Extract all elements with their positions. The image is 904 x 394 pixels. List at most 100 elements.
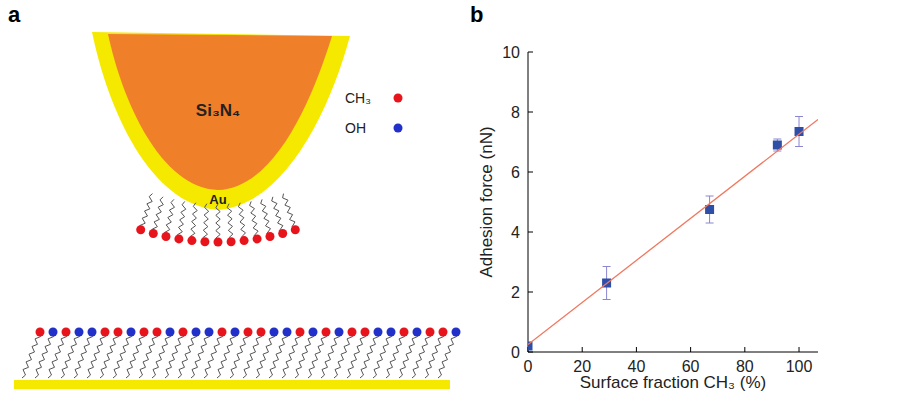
head-group bbox=[244, 328, 253, 337]
alkyl-chain bbox=[238, 203, 245, 241]
figure: aSi₃N₄AuCH₃OHb0246810020406080100Surface… bbox=[0, 0, 904, 394]
ch3-head bbox=[149, 229, 158, 238]
alkyl-chain bbox=[139, 332, 158, 378]
head-group bbox=[231, 328, 240, 337]
alkyl-chain bbox=[295, 332, 314, 378]
chart-panel: b0246810020406080100Surface fraction CH₃… bbox=[470, 2, 818, 392]
ch3-head bbox=[187, 236, 196, 245]
y-tick-label: 2 bbox=[511, 284, 520, 301]
head-group bbox=[153, 328, 162, 337]
tip-label: Si₃N₄ bbox=[196, 101, 240, 120]
head-group bbox=[270, 328, 279, 337]
alkyl-chain bbox=[126, 332, 145, 378]
alkyl-chain bbox=[230, 332, 249, 378]
alkyl-chain bbox=[386, 332, 405, 378]
head-group bbox=[192, 328, 201, 337]
ch3-head bbox=[136, 225, 145, 234]
alkyl-chain bbox=[321, 332, 340, 378]
x-axis bbox=[528, 352, 818, 353]
head-group bbox=[296, 328, 305, 337]
panel-label: b bbox=[470, 2, 483, 27]
y-tick bbox=[528, 352, 533, 353]
alkyl-chain bbox=[334, 332, 353, 378]
alkyl-chain bbox=[243, 332, 262, 378]
alkyl-chain bbox=[425, 332, 444, 378]
y-axis-title: Adhesion force (nN) bbox=[477, 126, 496, 277]
alkyl-chain bbox=[74, 332, 93, 378]
alkyl-chain bbox=[261, 199, 271, 236]
head-group bbox=[140, 328, 149, 337]
ch3-head bbox=[200, 237, 209, 246]
head-group bbox=[88, 328, 97, 337]
head-group bbox=[283, 328, 292, 337]
y-tick-label: 8 bbox=[511, 104, 520, 121]
alkyl-chain bbox=[48, 332, 67, 378]
alkyl-chain bbox=[113, 332, 132, 378]
head-group bbox=[114, 328, 123, 337]
alkyl-chain bbox=[140, 194, 153, 230]
y-tick-label: 6 bbox=[511, 164, 520, 181]
y-axis bbox=[528, 52, 529, 352]
head-group bbox=[322, 328, 331, 337]
ch3-head bbox=[266, 232, 275, 241]
error-bar bbox=[706, 196, 714, 223]
alkyl-chain bbox=[177, 201, 186, 239]
y-tick bbox=[528, 112, 533, 113]
plot-area bbox=[528, 117, 818, 351]
x-tick bbox=[582, 347, 583, 352]
panel-label: a bbox=[8, 2, 21, 27]
head-group bbox=[400, 328, 409, 337]
alkyl-chain bbox=[283, 194, 296, 230]
alkyl-chain bbox=[190, 203, 197, 241]
head-group bbox=[166, 328, 175, 337]
head-group bbox=[218, 328, 227, 337]
head-group bbox=[257, 328, 266, 337]
legend-label: CH₃ bbox=[345, 90, 371, 106]
x-tick bbox=[799, 347, 800, 352]
ch3-head bbox=[162, 232, 171, 241]
alkyl-chain bbox=[100, 332, 119, 378]
ch3-head bbox=[291, 225, 300, 234]
y-tick-label: 4 bbox=[511, 224, 520, 241]
fit-line bbox=[528, 120, 818, 345]
alkyl-chain bbox=[165, 332, 184, 378]
alkyl-chain bbox=[61, 332, 80, 378]
head-group bbox=[49, 328, 58, 337]
ch3-head bbox=[174, 234, 183, 243]
x-tick-label: 100 bbox=[786, 358, 813, 375]
ch3-head bbox=[214, 238, 223, 247]
alkyl-chain bbox=[399, 332, 418, 378]
head-group bbox=[75, 328, 84, 337]
head-group bbox=[36, 328, 45, 337]
head-group bbox=[374, 328, 383, 337]
alkyl-chain bbox=[227, 204, 233, 242]
ch3-head bbox=[240, 236, 249, 245]
alkyl-chain bbox=[347, 332, 366, 378]
head-group bbox=[439, 328, 448, 337]
alkyl-chain bbox=[204, 332, 223, 378]
ch3-head bbox=[227, 237, 236, 246]
alkyl-chain bbox=[191, 332, 210, 378]
alkyl-chain bbox=[165, 199, 175, 236]
alkyl-chain bbox=[269, 332, 288, 378]
legend-label: OH bbox=[345, 120, 366, 136]
y-tick-label: 10 bbox=[502, 44, 520, 61]
head-group bbox=[387, 328, 396, 337]
alkyl-chain bbox=[308, 332, 327, 378]
alkyl-chain bbox=[22, 332, 41, 378]
ch3-head bbox=[278, 229, 287, 238]
head-group bbox=[335, 328, 344, 337]
alkyl-chain bbox=[216, 204, 220, 242]
x-tick bbox=[690, 347, 691, 352]
alkyl-chain bbox=[152, 197, 163, 234]
y-tick bbox=[528, 52, 533, 53]
alkyl-chain bbox=[152, 332, 171, 378]
au-coating bbox=[92, 32, 350, 210]
alkyl-chain bbox=[373, 332, 392, 378]
x-axis-title: Surface fraction CH₃ (%) bbox=[580, 373, 766, 392]
x-tick bbox=[636, 347, 637, 352]
si3n4-tip bbox=[108, 34, 332, 190]
legend-swatch bbox=[394, 94, 403, 103]
y-tick bbox=[528, 232, 533, 233]
alkyl-chain bbox=[203, 204, 209, 242]
